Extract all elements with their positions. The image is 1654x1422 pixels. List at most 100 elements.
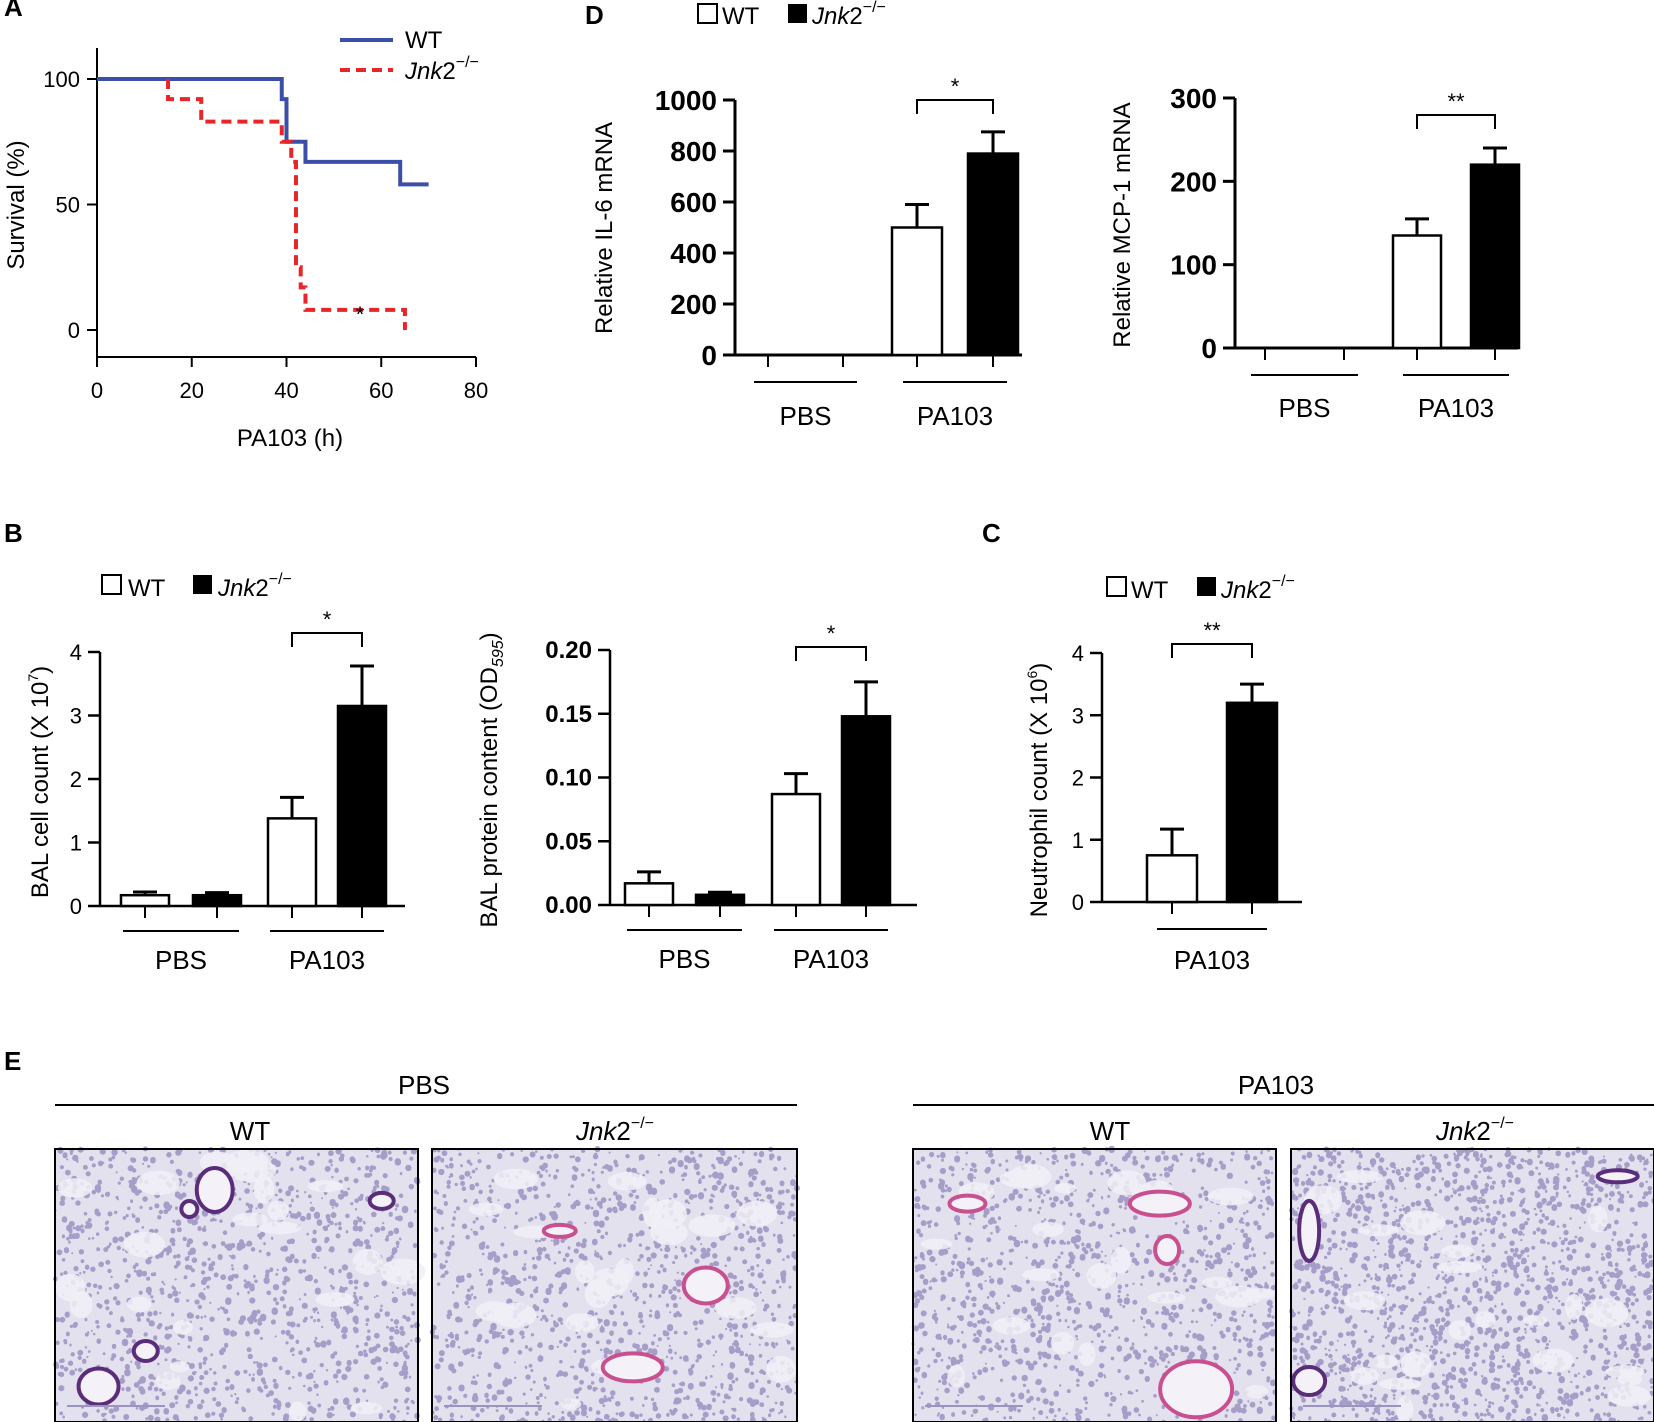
x-axis-label: PA103 (h) [237,425,343,452]
legend-d-wt-label: WT [722,3,760,30]
air-space [1565,1293,1583,1320]
air-space [173,1319,193,1335]
significance-label: * [323,607,332,632]
airway-vessel [541,1222,578,1239]
air-space [350,1402,382,1415]
air-space [136,1170,180,1196]
air-space [1201,1276,1233,1289]
bar-ko [966,152,1020,357]
histology-col-ko-2: Jnk2−/− [1435,1115,1514,1146]
histology-frame [1290,1148,1654,1422]
panel-letter-e: E [4,1046,21,1076]
airway-vessel [1297,1198,1322,1263]
air-space [649,1199,687,1229]
air-space [1441,1244,1474,1258]
bar-ko [694,893,746,907]
bar-wt [770,792,822,907]
x-tick-label: 80 [464,378,488,403]
histology-pbs-wt [53,1146,426,1422]
histology-frame [431,1148,798,1422]
bar-wt [266,817,318,908]
histology-images [53,1145,1654,1422]
y-axis-label: Relative MCP-1 mRNA [1109,102,1136,347]
bar-ko [1225,701,1279,904]
airway-vessel [1153,1234,1182,1267]
air-space [1371,1354,1399,1369]
group-label: PA103 [793,944,869,974]
air-space [1532,1348,1574,1373]
air-space [1009,1164,1052,1189]
group-label: PBS [779,401,831,431]
air-space [307,1180,344,1193]
y-tick-label: 100 [1170,250,1217,281]
panel-letter-a: A [4,0,23,22]
y-tick-label: 0 [1072,890,1084,915]
air-space [169,1361,190,1373]
y-tick-label: 200 [670,289,717,320]
y-tick-label: 4 [70,640,82,665]
air-space [493,1302,537,1328]
bar-ko [1469,163,1521,350]
legend-c-ko-swatch [1197,577,1216,596]
airway-vessel [947,1193,988,1214]
air-space [1400,1351,1432,1378]
air-space [650,1220,688,1246]
significance-bracket [916,99,994,114]
y-tick-label: 4 [1072,641,1084,666]
y-tick-label: 800 [670,136,717,167]
air-space [1107,1170,1147,1196]
bar-ko [336,704,388,908]
air-space [468,1202,504,1216]
x-tick-label: 20 [180,378,204,403]
histology-frame [912,1148,1277,1422]
group-label: PA103 [289,945,365,975]
air-space [57,1178,93,1198]
air-space [1032,1221,1064,1238]
histology-col-ko-1: Jnk2−/− [575,1115,654,1146]
legend-c-wt-label: WT [1131,577,1169,604]
air-space [920,1238,953,1250]
panel-c: C WT Jnk2−/− 0 1 2 3 4 PA103 ** Neutrophil coun… [982,518,1302,975]
air-space [1207,1187,1254,1206]
y-tick-label: 50 [56,193,80,218]
bar-wt [623,882,675,907]
panel-letter-c: C [982,518,1001,548]
legend-wt-label: WT [405,27,443,54]
air-space [1110,1246,1131,1274]
air-space [1396,1396,1414,1422]
air-space [1147,1291,1186,1304]
panel-letter-b: B [4,518,23,548]
panel-letter-d: D [585,0,604,30]
group-label: PA103 [1418,393,1494,423]
bal-protein-chart: 0.00 0.05 0.10 0.15 0.20 PBS PA103 * BAL protein… [476,621,917,974]
significance-label: ** [1203,618,1221,643]
y-tick-label: 0 [1201,333,1217,364]
y-tick-label: 0.20 [545,637,592,664]
air-space [1358,1224,1399,1237]
legend-c-ko-label: Jnk2−/− [1220,573,1295,604]
y-tick-label: 100 [43,67,80,92]
y-tick-label: 200 [1170,166,1217,197]
airway-vessel [1158,1359,1235,1420]
airway-vessel [681,1265,730,1306]
air-space [1378,1378,1422,1390]
group-label: PA103 [917,401,993,431]
bal-cell-chart: 0 1 2 3 4 PBS PA103 * BAL cell count (X 107) [25,607,405,975]
air-space [766,1355,796,1383]
air-space [1350,1367,1379,1385]
significance-star: * [356,302,365,327]
air-space [352,1248,383,1275]
survival-chart: 0 20 40 60 80 0 50 100 PA103 (h) Survival (%) * [3,48,488,452]
legend-d-ko-label: Jnk2−/− [811,0,886,30]
air-space [493,1168,538,1190]
air-space [155,1372,181,1390]
legend-c-wt-swatch [1106,576,1127,597]
bar-wt [1145,854,1199,904]
histology-pbs-ko [429,1146,800,1422]
y-tick-label: 0.10 [545,765,592,792]
y-tick-label: 3 [70,704,82,729]
airway-vessel [179,1199,200,1220]
air-space [69,1291,93,1319]
y-tick-label: 0 [70,894,82,919]
